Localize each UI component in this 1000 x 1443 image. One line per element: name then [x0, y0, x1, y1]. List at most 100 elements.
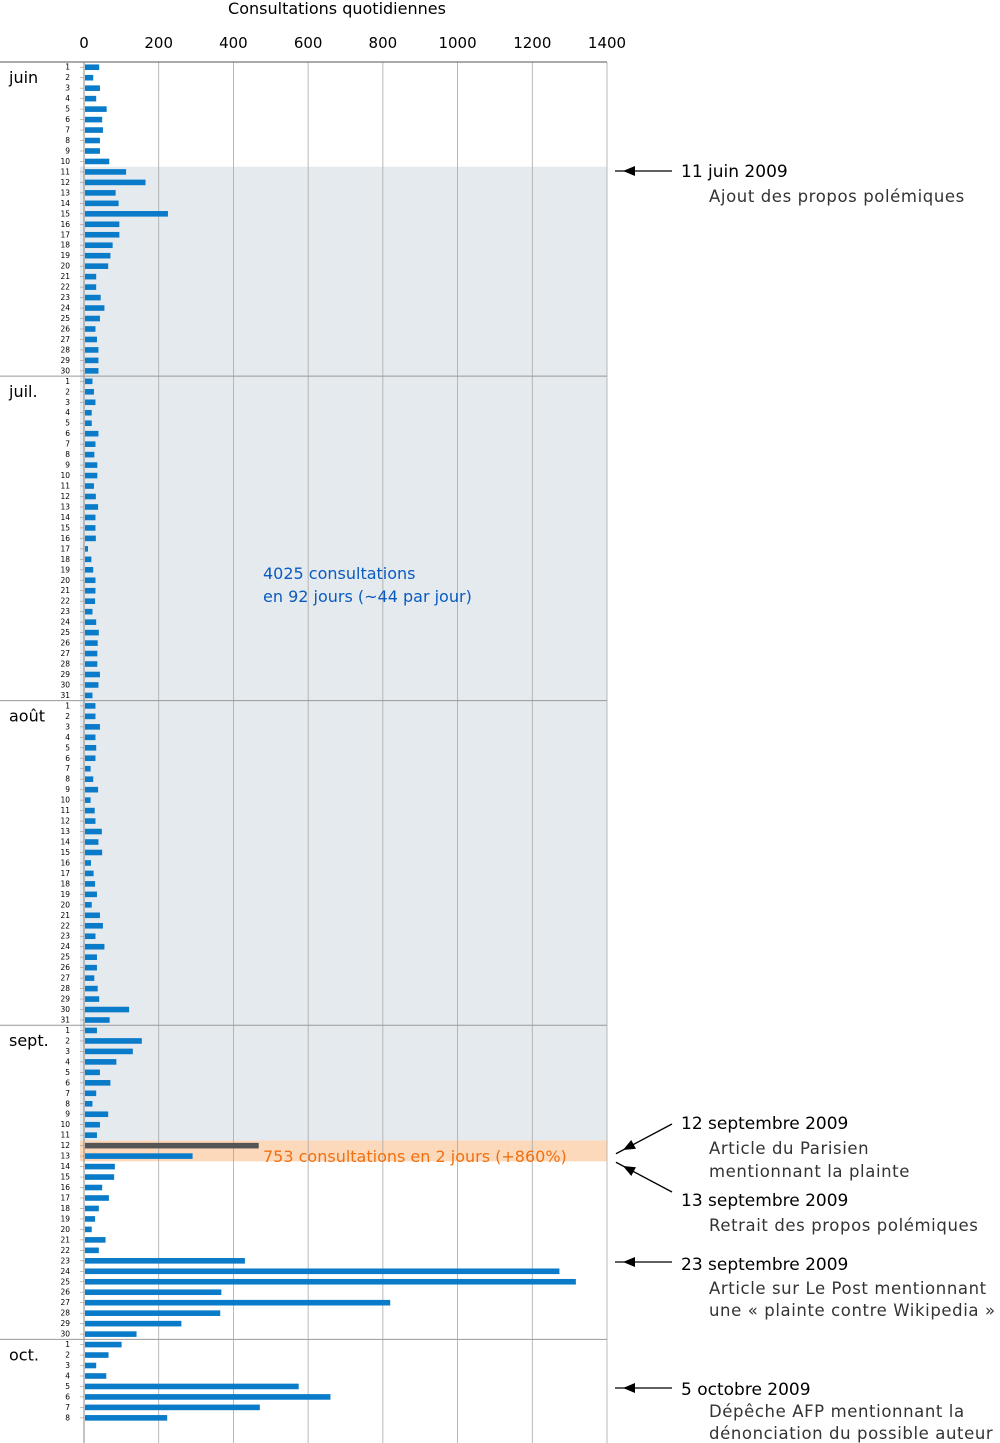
day-label: 29	[60, 356, 70, 365]
bar-oct.-1	[85, 1341, 122, 1348]
day-label: 14	[60, 199, 70, 208]
day-label: 21	[60, 1235, 70, 1244]
day-label: 6	[65, 754, 70, 763]
bar-sept.-30	[85, 1331, 137, 1337]
day-label: 11	[60, 806, 70, 815]
bar-juin-20	[85, 263, 109, 269]
day-label: 28	[60, 1309, 70, 1318]
bar-juil.-2	[85, 389, 94, 395]
x-tick-label: 200	[144, 34, 173, 52]
bar-août-13	[85, 828, 102, 835]
bar-juin-8	[85, 137, 100, 144]
bar-juil.-11	[85, 483, 94, 489]
month-label: août	[9, 707, 45, 726]
bar-juin-10	[85, 158, 110, 165]
bar-juil.-12	[85, 493, 96, 500]
annotation-text: Ajout des propos polémiques	[709, 187, 965, 206]
bar-sept.-7	[85, 1090, 97, 1097]
day-label: 9	[65, 785, 70, 794]
bar-août-20	[85, 902, 92, 908]
bar-sept.-3	[85, 1048, 133, 1055]
day-label: 6	[65, 1078, 70, 1087]
month-label: sept.	[9, 1031, 49, 1050]
annotation-text: une « plainte contre Wikipedia »	[709, 1301, 996, 1320]
day-label: 31	[60, 691, 70, 700]
day-label: 13	[60, 502, 70, 511]
day-label: 8	[65, 450, 70, 459]
bar-juin-21	[85, 273, 97, 280]
bar-sept.-25	[85, 1278, 576, 1285]
day-label: 21	[60, 272, 70, 281]
day-label: 22	[60, 283, 70, 292]
bar-juin-15	[85, 211, 168, 217]
day-label: 29	[60, 670, 70, 679]
bar-juil.-24	[85, 619, 97, 625]
day-label: 28	[60, 660, 70, 669]
bar-août-11	[85, 807, 95, 814]
day-label: 8	[65, 1413, 70, 1422]
bar-août-23	[85, 933, 96, 940]
x-tick-label: 800	[369, 34, 398, 52]
day-label: 25	[60, 1277, 70, 1286]
day-label: 11	[60, 167, 70, 176]
day-label: 28	[60, 345, 70, 354]
arrow-head-icon	[623, 1139, 636, 1150]
annotation-date: 5 octobre 2009	[681, 1380, 811, 1400]
day-label: 26	[60, 639, 70, 648]
day-label: 6	[65, 1392, 70, 1401]
day-label: 12	[60, 178, 70, 187]
bar-juin-4	[85, 95, 97, 102]
bar-juin-7	[85, 127, 103, 133]
day-label: 20	[60, 576, 70, 585]
day-label: 9	[65, 461, 70, 470]
day-label: 29	[60, 1319, 70, 1328]
day-label: 23	[60, 293, 70, 302]
day-label: 26	[60, 1288, 70, 1297]
bar-août-3	[85, 724, 100, 730]
day-label: 5	[65, 419, 70, 428]
day-label: 7	[65, 1403, 70, 1412]
bar-août-14	[85, 839, 99, 845]
bar-sept.-20	[85, 1226, 92, 1233]
bar-août-27	[85, 975, 95, 981]
bar-juil.-7	[85, 441, 96, 447]
day-label: 10	[60, 1120, 70, 1129]
bar-juil.-5	[85, 420, 92, 427]
day-label: 25	[60, 953, 70, 962]
day-label: 16	[60, 1183, 70, 1192]
day-label: 3	[65, 722, 70, 731]
day-label: 4	[65, 1371, 70, 1380]
day-label: 27	[60, 335, 70, 344]
day-label: 15	[60, 848, 70, 857]
day-label: 7	[65, 764, 70, 773]
day-label: 14	[60, 838, 70, 847]
bar-sept.-1	[85, 1027, 97, 1034]
bar-juin-18	[85, 242, 113, 249]
bar-août-15	[85, 849, 103, 856]
day-label: 16	[60, 858, 70, 867]
day-label: 2	[65, 1351, 70, 1360]
day-label: 14	[60, 1162, 70, 1171]
day-label: 30	[60, 366, 70, 375]
bar-juil.-22	[85, 598, 96, 605]
bar-août-6	[85, 755, 96, 762]
bar-juil.-20	[85, 577, 96, 584]
bar-juil.-14	[85, 514, 96, 521]
bar-juin-5	[85, 106, 107, 112]
bar-juin-17	[85, 231, 120, 238]
day-label: 19	[60, 1214, 70, 1223]
bar-juil.-13	[85, 504, 99, 510]
day-label: 7	[65, 126, 70, 135]
bar-août-16	[85, 860, 91, 866]
bar-août-30	[85, 1006, 130, 1013]
bar-août-12	[85, 818, 96, 824]
day-label: 17	[60, 869, 70, 878]
bar-juin-3	[85, 85, 100, 91]
bar-juin-29	[85, 357, 99, 364]
day-label: 10	[60, 471, 70, 480]
bar-juil.-26	[85, 640, 98, 646]
bar-août-8	[85, 776, 94, 782]
day-label: 3	[65, 398, 70, 407]
bar-juil.-4	[85, 409, 92, 416]
day-label: 12	[60, 492, 70, 501]
